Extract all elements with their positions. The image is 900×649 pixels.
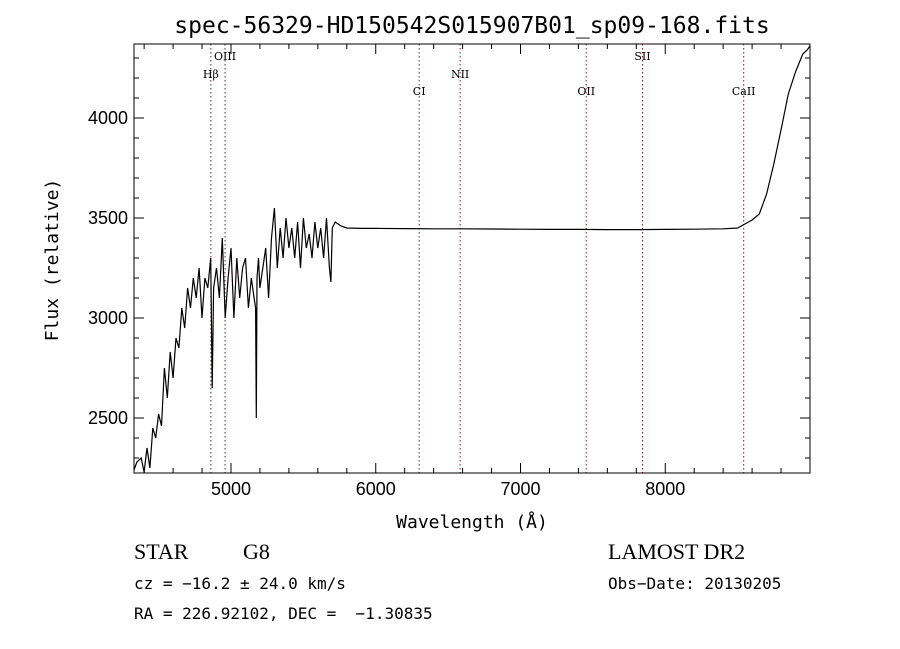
x-tick-label: 6000 [356,479,396,499]
spectral-line-markers: Hβ OIII CI NII OII SII CaII [203,44,756,473]
y-tick-label: 4000 [88,108,128,128]
chart-title: spec-56329-HD150542S015907B01_sp09-168.f… [174,13,769,39]
object-class: STAR [134,539,189,564]
y-tick-label: 3000 [88,308,128,328]
axis-ticks: 5000 6000 7000 8000 2500 3000 3500 4000 [88,44,810,499]
coordinates: RA = 226.92102, DEC = −1.30835 [134,604,433,623]
redshift-cz: cz = −16.2 ± 24.0 km/s [134,574,346,593]
spectral-line-label: SII [634,50,650,63]
y-axis-label: Flux (relative) [42,179,63,342]
y-tick-label: 3500 [88,208,128,228]
observation-date: Obs−Date: 20130205 [608,574,782,593]
x-tick-label: 5000 [211,479,251,499]
y-tick-label: 2500 [88,408,128,428]
x-tick-label: 8000 [645,479,685,499]
spectral-line-label: OII [577,85,595,98]
spectral-line-label: OIII [214,50,236,63]
x-axis-label: Wavelength (Å) [396,511,548,533]
spectral-line-label: CaII [732,85,756,98]
spectrum-series-line [133,45,811,473]
object-subclass: G8 [243,539,270,564]
plot-frame [133,43,811,474]
spectral-line-label: CI [413,85,426,98]
spectral-line-label: Hβ [203,68,219,81]
spectral-line-label: NII [451,68,469,81]
x-tick-label: 7000 [500,479,540,499]
survey-name: LAMOST DR2 [608,539,746,564]
